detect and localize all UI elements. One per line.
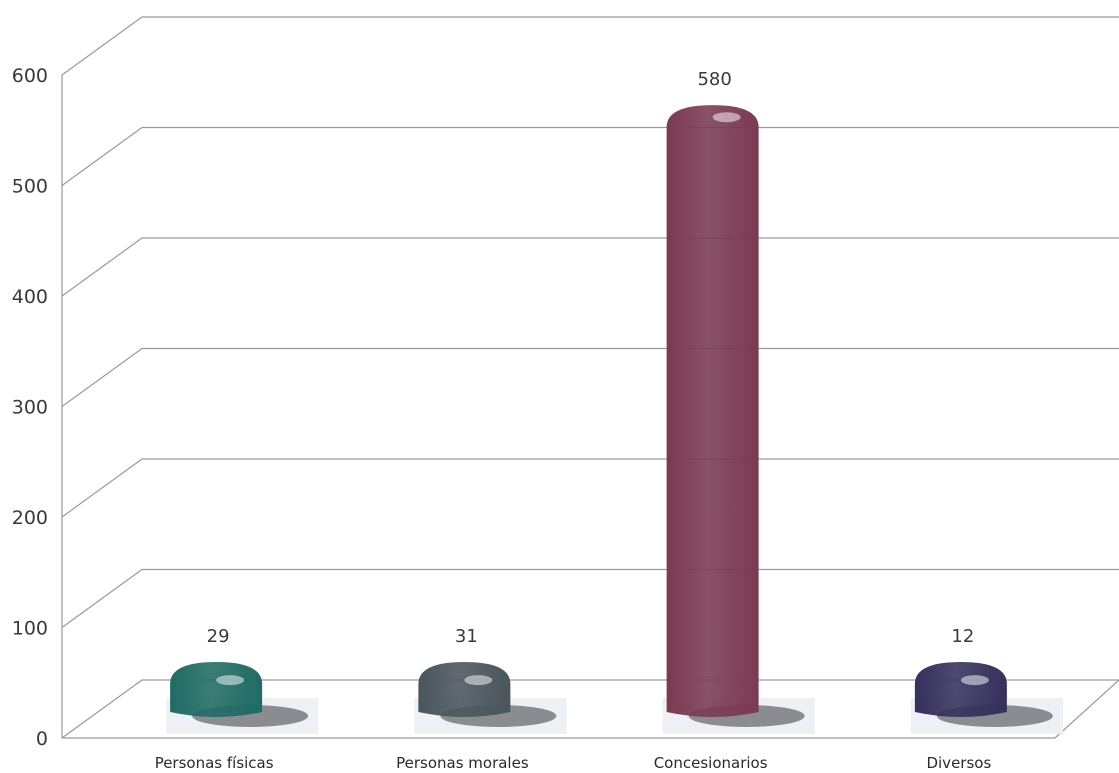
bar-diversos: [914, 662, 1007, 717]
bar-highlight: [960, 675, 989, 686]
gridline-300: [61, 347, 1119, 407]
gridlines: [61, 16, 1119, 739]
gridline-500: [61, 126, 1119, 186]
gridline-100: [61, 568, 1119, 628]
bar-highlight: [464, 675, 493, 686]
data-label: 580: [697, 69, 731, 90]
y-axis-ticks: 0 100 200 300 400 500 600: [12, 65, 48, 750]
y-tick-label: 100: [12, 618, 48, 640]
y-tick-label: 600: [12, 65, 48, 87]
bar-concesionarios: [666, 105, 759, 718]
data-label: 29: [207, 626, 230, 647]
bars: [166, 105, 1063, 734]
y-tick-label: 0: [36, 728, 48, 750]
y-tick-label: 400: [12, 286, 48, 308]
bar-highlight: [216, 675, 245, 686]
bar-highlight: [712, 112, 741, 123]
x-axis-ticks: Personas físicas Personas morales Concesio…: [155, 754, 992, 772]
x-tick-label: Concesionarios: [654, 754, 768, 772]
y-tick-label: 200: [12, 507, 48, 529]
gridline-floor: [62, 679, 1119, 739]
x-tick-label: Diversos: [926, 754, 991, 772]
y-tick-label: 300: [12, 397, 48, 419]
y-tick-label: 500: [12, 176, 48, 198]
gridline-0: [61, 679, 1119, 739]
gridline-400: [61, 237, 1119, 297]
data-labels: 29 31 580 12: [207, 69, 975, 647]
x-tick-label: Personas morales: [396, 754, 529, 772]
x-tick-label: Personas físicas: [155, 754, 274, 772]
data-label: 12: [951, 626, 974, 647]
bar-personas-morales: [418, 662, 511, 717]
bar-personas-físicas: [170, 662, 263, 717]
gridline-600: [61, 16, 1119, 76]
gridline-200: [61, 458, 1119, 518]
data-label: 31: [455, 626, 478, 647]
